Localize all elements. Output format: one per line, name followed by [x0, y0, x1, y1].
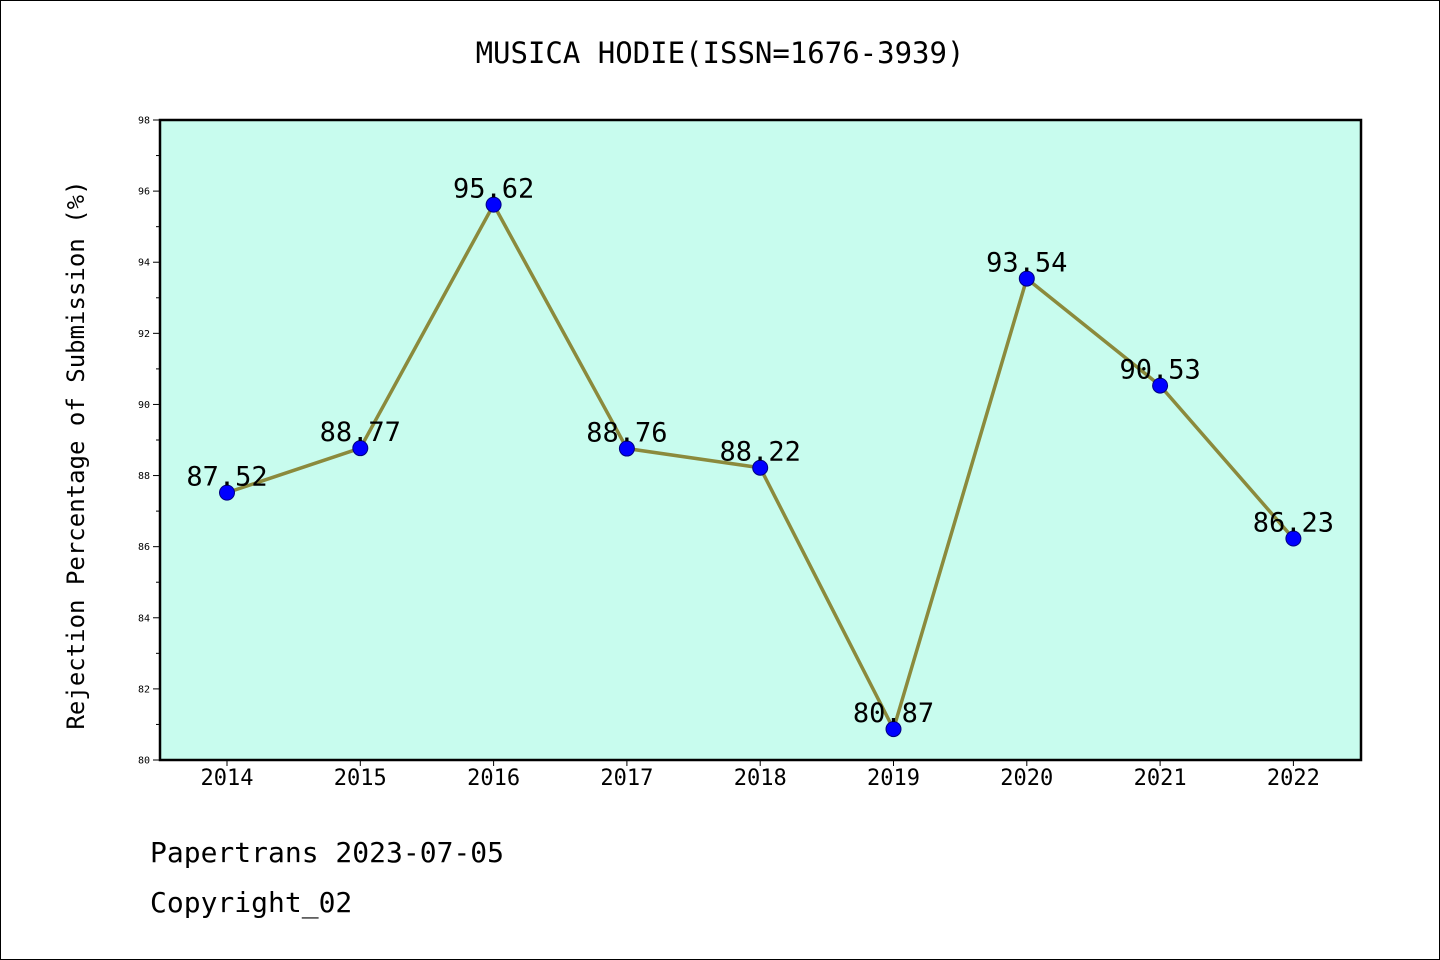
x-tick-label: 2017 [600, 766, 653, 791]
footer-date: Papertrans 2023-07-05 [150, 836, 505, 869]
y-tick-label: 88 [138, 471, 150, 482]
footer-copyright: Copyright_02 [150, 886, 353, 919]
y-axis: 80 82 84 86 88 90 92 94 96 98 [138, 116, 160, 767]
data-point [1152, 377, 1169, 394]
data-label: 88.76 [586, 418, 667, 449]
data-point [485, 196, 502, 213]
data-labels: 87.52 88.77 95.62 88.76 88.22 80.87 93.54 90.53… [186, 174, 1334, 729]
data-label: 80.87 [853, 698, 934, 729]
data-point [752, 459, 769, 476]
data-point [219, 484, 235, 501]
x-tick-label: 2020 [1000, 766, 1053, 791]
data-point [618, 440, 635, 457]
x-tick-label: 2018 [734, 766, 787, 791]
y-tick-label: 94 [138, 258, 150, 269]
x-tick-label: 2016 [467, 766, 520, 791]
plot-area [158, 118, 1363, 762]
data-label: 86.23 [1253, 507, 1334, 538]
data-point [885, 721, 902, 738]
x-axis: 2014 2015 2016 2017 2018 2019 2020 2021 2022 [201, 760, 1320, 791]
data-label: 87.52 [186, 462, 267, 493]
data-label: 88.77 [320, 417, 401, 448]
chart-title: MUSICA HODIE(ISSN=1676-3939) [475, 36, 965, 70]
x-tick-label: 2019 [867, 766, 920, 791]
x-tick-label: 2022 [1267, 766, 1320, 791]
x-tick-label: 2014 [201, 766, 254, 791]
data-label: 88.22 [720, 437, 801, 468]
series-line-group [219, 196, 1302, 738]
data-point [1018, 270, 1035, 287]
y-tick-label: 86 [138, 542, 150, 553]
x-tick-label: 2015 [334, 766, 387, 791]
data-label: 95.62 [453, 174, 534, 205]
y-tick-label: 80 [138, 756, 150, 767]
y-tick-label: 84 [138, 613, 150, 624]
data-label: 93.54 [986, 248, 1067, 279]
y-tick-label: 92 [138, 329, 150, 340]
y-tick-label: 82 [138, 684, 150, 695]
y-tick-label: 96 [138, 187, 150, 198]
data-point [352, 440, 369, 457]
y-tick-label: 90 [138, 400, 150, 411]
data-point [1285, 530, 1302, 547]
y-tick-label: 98 [138, 116, 150, 127]
x-tick-label: 2021 [1134, 766, 1187, 791]
data-label: 90.53 [1119, 355, 1200, 386]
y-axis-label: Rejection Percentage of Submission (%) [62, 180, 90, 729]
